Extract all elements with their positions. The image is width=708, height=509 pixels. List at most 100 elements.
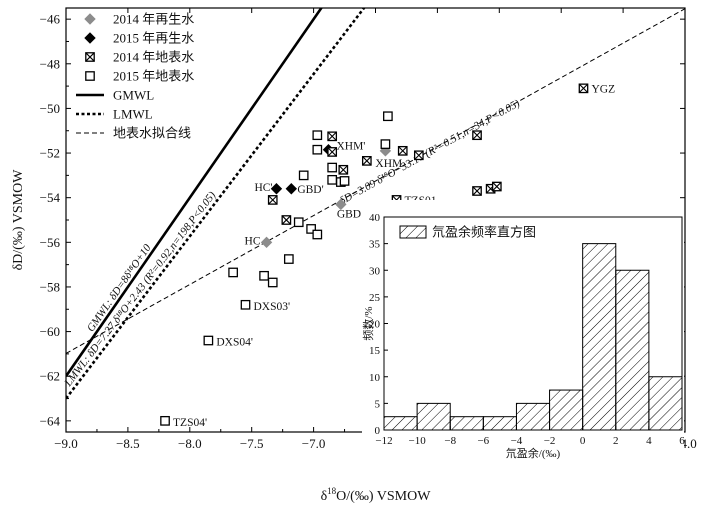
x-tick-label: −8.0 xyxy=(178,436,202,451)
point-marker xyxy=(293,217,304,228)
inset-y-tick-label: 25 xyxy=(369,292,381,304)
point-marker xyxy=(335,198,347,211)
histogram-bar xyxy=(582,243,617,431)
point-marker xyxy=(327,162,338,173)
point-marker xyxy=(259,270,269,281)
x-tick-label: −7.5 xyxy=(240,436,264,451)
legend-label: 2014 年地表水 xyxy=(113,50,194,65)
inset-x-tick-label: −4 xyxy=(511,435,523,447)
inset-y-tick-label: 40 xyxy=(369,212,381,224)
inset-y-tick-label: 10 xyxy=(369,372,381,384)
x-tick-label: −7.0 xyxy=(302,436,326,451)
inset-legend-swatch xyxy=(399,225,427,239)
point-marker xyxy=(283,254,294,264)
legend-label: GMWL xyxy=(113,88,154,103)
legend-label: 2015 年再生水 xyxy=(113,31,194,46)
point-marker-x xyxy=(327,131,337,141)
histogram-bar xyxy=(648,376,683,431)
data-points xyxy=(160,83,589,426)
legend-label: 2015 年地表水 xyxy=(113,69,194,84)
inset-x-label: 氘盈余/(‰) xyxy=(506,446,561,460)
regression-lines xyxy=(66,8,685,400)
legend-item: LMWL xyxy=(76,107,153,122)
point-label: DXS04' xyxy=(216,337,253,349)
point-marker xyxy=(203,335,214,346)
point-marker xyxy=(270,183,283,195)
y-tick-label: −50 xyxy=(40,101,60,116)
point-label: XHM xyxy=(375,158,402,170)
point-marker-x xyxy=(338,165,348,175)
point-label: HC' xyxy=(254,182,272,194)
histogram-bar xyxy=(449,416,484,431)
point-marker xyxy=(312,130,323,141)
inset-x-tick-label: −8 xyxy=(444,435,456,447)
point-marker xyxy=(84,32,96,44)
point-label: GBD' xyxy=(297,184,323,196)
inset-y-tick-label: 30 xyxy=(369,265,381,277)
point-marker xyxy=(306,224,316,234)
point-marker-x xyxy=(414,150,424,160)
point-marker xyxy=(312,144,323,155)
legend-item: 地表水拟合线 xyxy=(76,126,191,141)
point-marker-x xyxy=(398,146,408,156)
histogram-bar xyxy=(549,389,584,431)
point-marker xyxy=(312,229,323,240)
legend-label: 2014 年再生水 xyxy=(113,12,194,27)
y-tick-label: −56 xyxy=(40,235,61,250)
inset-histogram: −12 −10 −8 −6 −4 −2 0 2 4 6 0 5 10 15 20 25 30 35 40 氘盈余/(‰… xyxy=(361,200,685,460)
inset-legend-label: 氘盈余频率直方图 xyxy=(432,225,536,240)
point-marker xyxy=(160,415,170,426)
inset-x-tick-label: −2 xyxy=(544,435,556,447)
line-label: LMWL: δD=7.27 δ¹⁸O+2.43 (R²=0.92,n=198,P… xyxy=(62,189,219,389)
line-地表水拟合线 xyxy=(66,8,685,354)
point-marker xyxy=(327,174,338,185)
point-labels: HCGBDXHMHC'GBD'XHM'TZS01YGZDXS03'DXS04'T… xyxy=(173,83,615,429)
point-marker xyxy=(267,277,278,288)
legend-item: 2014 年再生水 xyxy=(84,12,194,27)
y-tick-label: −54 xyxy=(40,190,61,205)
y-tick-label: −46 xyxy=(40,12,61,27)
point-marker xyxy=(240,299,251,310)
legend: 2014 年再生水 2015 年再生水 2014 年地表水 2015 年地表水 GMWL… xyxy=(76,12,194,141)
point-label: XHM' xyxy=(336,141,365,153)
histogram-bar xyxy=(482,416,517,431)
histogram-bar xyxy=(383,416,418,431)
y-tick-label: −52 xyxy=(40,146,60,161)
y-tick-label: −62 xyxy=(40,369,60,384)
legend-item: 2015 年地表水 xyxy=(85,69,194,84)
point-marker xyxy=(260,236,273,249)
inset-x-tick-label: 4 xyxy=(646,435,652,447)
legend-item: 2014 年地表水 xyxy=(85,50,194,65)
point-marker xyxy=(84,13,96,25)
point-label: TZS04' xyxy=(173,417,207,429)
legend-label: LMWL xyxy=(113,107,153,122)
inset-y-tick-label: 0 xyxy=(375,425,381,437)
x-axis-label: δ18O/(‰) VSMOW xyxy=(321,486,432,504)
x-tick-label: −8.5 xyxy=(116,436,140,451)
inset-y-label: 频数/% xyxy=(361,306,375,340)
inset-x-tick-label: −6 xyxy=(477,435,489,447)
point-marker xyxy=(380,139,391,149)
inset-x-tick-label: 2 xyxy=(613,435,619,447)
x-tick-label: −9.0 xyxy=(54,436,78,451)
histogram-bar xyxy=(615,269,650,431)
inset-x-tick-label: −10 xyxy=(409,435,427,447)
point-marker-x xyxy=(492,181,502,192)
y-tick-label: −60 xyxy=(40,324,60,339)
point-marker-x xyxy=(578,83,589,93)
inset-x-tick-label: −12 xyxy=(375,435,392,447)
inset-y-tick-label: 5 xyxy=(375,398,381,410)
legend-label: 地表水拟合线 xyxy=(113,126,191,141)
histogram-bar xyxy=(416,402,451,431)
inset-y-tick-label: 20 xyxy=(369,319,381,331)
line-gmwl xyxy=(66,8,323,377)
inset-x-tick-label: 0 xyxy=(580,435,586,447)
point-marker xyxy=(339,176,350,186)
point-marker-x xyxy=(362,156,372,166)
point-label: GBD xyxy=(337,208,361,220)
point-marker-x xyxy=(85,52,95,62)
point-marker xyxy=(383,111,393,122)
point-label: YGZ xyxy=(591,83,615,95)
inset-y-tick-label: 35 xyxy=(369,239,381,251)
